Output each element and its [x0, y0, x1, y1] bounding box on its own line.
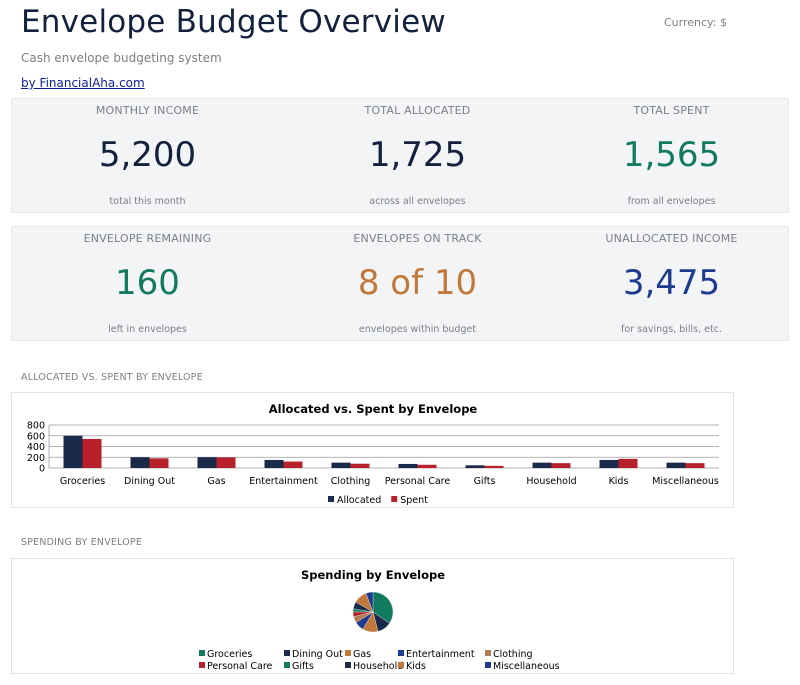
- legend-label: Miscellaneous: [493, 661, 560, 672]
- bar-allocated: [599, 459, 619, 468]
- x-tick-label: Entertainment: [249, 476, 318, 487]
- pie-section-label: SPENDING BY ENVELOPE: [21, 537, 143, 548]
- kpi-note: total this month: [109, 196, 186, 207]
- currency-label: Currency: $: [664, 16, 727, 29]
- legend-label: Dining Out: [292, 649, 343, 660]
- bar-spent: [417, 464, 437, 468]
- legend-label: Gas: [353, 649, 371, 660]
- legend-label: Groceries: [207, 649, 252, 660]
- kpi-label: TOTAL ALLOCATED: [364, 104, 471, 117]
- bar-spent: [484, 465, 504, 468]
- bar-section-label: ALLOCATED VS. SPENT BY ENVELOPE: [21, 372, 203, 383]
- y-tick-label: 0: [39, 464, 45, 475]
- bar-spent: [618, 458, 638, 468]
- kpi-value: 3,475: [622, 263, 721, 303]
- kpi-value: 1,565: [622, 135, 721, 175]
- bar-allocated: [398, 463, 418, 468]
- x-tick-label: Gas: [207, 476, 225, 487]
- x-tick-label: Gifts: [474, 476, 496, 487]
- bar-allocated: [666, 462, 686, 468]
- legend-swatch: [345, 662, 351, 668]
- y-tick-label: 400: [27, 442, 45, 453]
- legend-label: Entertainment: [406, 649, 475, 660]
- bar-allocated: [197, 457, 217, 468]
- legend-label: Allocated: [337, 495, 381, 506]
- legend-swatch: [398, 650, 404, 656]
- legend-swatch: [398, 662, 404, 668]
- kpi-note: envelopes within budget: [358, 324, 477, 335]
- bar-spent: [149, 458, 169, 468]
- legend-swatch: [345, 650, 351, 656]
- kpi-panel-bottom: ENVELOPE REMAINING 160 left in envelopes…: [11, 226, 789, 341]
- kpi-note: from all envelopes: [627, 196, 716, 207]
- bar-allocated: [63, 435, 83, 468]
- kpi-note: for savings, bills, etc.: [621, 324, 722, 335]
- bar-chart-container: Allocated vs. Spent by Envelope 800 600 400…: [11, 392, 734, 508]
- byline-link[interactable]: by FinancialAha.com: [21, 76, 145, 90]
- bar-spent: [551, 463, 571, 468]
- legend-swatch: [328, 496, 334, 502]
- kpi-note: across all envelopes: [369, 196, 466, 207]
- legend-label: Gifts: [292, 661, 314, 672]
- legend-swatch: [284, 650, 290, 656]
- x-tick-label: Clothing: [331, 476, 371, 487]
- bar-allocated: [130, 457, 150, 468]
- kpi-label: MONTHLY INCOME: [95, 104, 200, 117]
- legend-swatch: [284, 662, 290, 668]
- legend-swatch: [391, 496, 398, 502]
- kpi-label: TOTAL SPENT: [633, 104, 710, 117]
- x-tick-label: Groceries: [60, 476, 105, 487]
- page-subtitle: Cash envelope budgeting system: [21, 51, 222, 65]
- kpi-unallocated-income: UNALLOCATED INCOME 3,475 for savings, bi…: [542, 227, 800, 340]
- legend-label: Clothing: [493, 649, 533, 660]
- kpi-envelope-remaining: ENVELOPE REMAINING 160 left in envelopes: [18, 227, 277, 340]
- legend-swatch: [199, 662, 205, 668]
- kpi-panel-top: MONTHLY INCOME 5,200 total this month TO…: [11, 98, 789, 213]
- pie-slice-miscellaneous: [365, 591, 374, 613]
- y-tick-label: 800: [27, 421, 45, 432]
- legend-label: Household: [353, 661, 403, 672]
- kpi-label: ENVELOPE REMAINING: [83, 232, 212, 245]
- chart-title: Allocated vs. Spent by Envelope: [269, 402, 478, 416]
- kpi-total-spent: TOTAL SPENT 1,565 from all envelopes: [542, 99, 800, 212]
- legend-label: Kids: [406, 661, 426, 672]
- legend-label: Spent: [400, 495, 428, 506]
- pie-slice-groceries: [372, 591, 394, 624]
- bar-allocated: [331, 462, 351, 468]
- bar-chart: Allocated vs. Spent by Envelope 800600400…: [27, 402, 719, 506]
- kpi-monthly-income: MONTHLY INCOME 5,200 total this month: [18, 99, 277, 212]
- legend-swatch: [485, 650, 491, 656]
- legend-swatch: [485, 662, 491, 668]
- kpi-value: 1,725: [368, 135, 467, 175]
- x-tick-label: Personal Care: [385, 476, 451, 487]
- y-tick-label: 200: [27, 453, 45, 464]
- bar-allocated: [264, 459, 284, 468]
- kpi-value: 160: [115, 263, 180, 303]
- legend-label: Personal Care: [207, 661, 273, 672]
- y-tick-label: 600: [27, 431, 45, 442]
- pie-chart-container: Spending by Envelope Groceries Dining Out G…: [11, 558, 734, 674]
- legend-swatch: [199, 650, 205, 656]
- kpi-value: 5,200: [98, 135, 197, 175]
- kpi-label: ENVELOPES ON TRACK: [353, 232, 482, 245]
- kpi-total-allocated: TOTAL ALLOCATED 1,725 across all envelop…: [288, 99, 547, 212]
- bar-spent: [283, 461, 303, 468]
- x-tick-label: Miscellaneous: [652, 476, 719, 487]
- bar-spent: [216, 457, 236, 468]
- kpi-label: UNALLOCATED INCOME: [605, 232, 738, 245]
- kpi-note: left in envelopes: [108, 324, 187, 335]
- x-tick-label: Dining Out: [124, 476, 175, 487]
- x-tick-label: Kids: [609, 476, 629, 487]
- kpi-envelopes-on-track: ENVELOPES ON TRACK 8 of 10 envelopes wit…: [288, 227, 547, 340]
- chart-title: Spending by Envelope: [301, 568, 445, 582]
- bar-allocated: [532, 462, 552, 468]
- x-tick-label: Household: [526, 476, 576, 487]
- bar-spent: [82, 438, 102, 468]
- bar-allocated: [465, 465, 485, 468]
- page-title: Envelope Budget Overview: [21, 4, 446, 40]
- bar-spent: [350, 463, 370, 468]
- kpi-value: 8 of 10: [357, 263, 478, 303]
- bar-spent: [685, 463, 705, 468]
